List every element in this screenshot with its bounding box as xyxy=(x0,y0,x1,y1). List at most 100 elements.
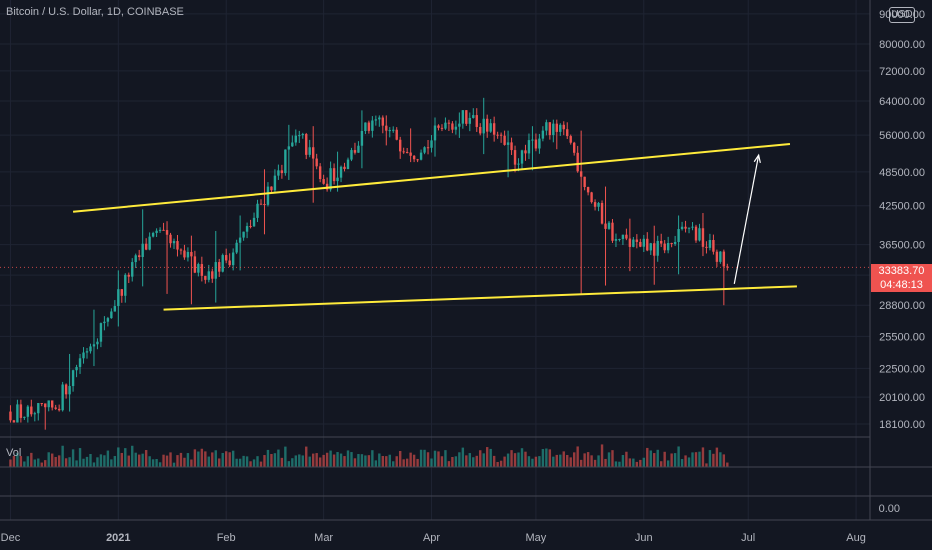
volume-bar xyxy=(138,454,141,467)
candle-body xyxy=(89,346,92,352)
volume-bar xyxy=(479,450,482,467)
candle-body xyxy=(280,170,284,174)
volume-bar xyxy=(691,452,694,467)
volume-bar xyxy=(252,459,256,467)
candle-body xyxy=(259,203,263,205)
volume-bar xyxy=(33,459,36,467)
candle-body xyxy=(308,147,311,155)
volume-bar xyxy=(37,458,40,467)
candle-body xyxy=(364,122,367,131)
x-tick-label: May xyxy=(526,532,547,544)
x-tick-label: Jun xyxy=(635,532,653,544)
volume-bar xyxy=(242,455,245,467)
volume-bar xyxy=(346,450,350,467)
candle-body xyxy=(691,226,694,228)
volume-bar xyxy=(666,460,670,467)
candle-body xyxy=(312,147,315,159)
volume-bar xyxy=(235,458,238,467)
candle-body xyxy=(726,266,729,268)
candle-body xyxy=(148,236,151,250)
volume-bar xyxy=(325,452,329,467)
volume-bar xyxy=(486,447,489,467)
volume-bar xyxy=(336,452,339,467)
volume-bar xyxy=(96,457,99,467)
volume-axis-tick: 0.00 xyxy=(879,503,900,515)
candle-body xyxy=(336,177,339,182)
candle-body xyxy=(430,140,433,148)
candle-body xyxy=(183,250,186,258)
countdown-tag: 04:48:13 xyxy=(871,278,932,292)
volume-bar xyxy=(715,447,719,467)
volume-bar xyxy=(99,454,103,467)
volume-bar xyxy=(559,454,562,467)
candle-body xyxy=(179,249,183,251)
candle-body xyxy=(405,152,409,154)
volume-bar xyxy=(64,458,68,467)
y-tick-label: 28800.00 xyxy=(879,300,925,312)
x-tick-label: Mar xyxy=(314,532,333,544)
candle-body xyxy=(165,230,169,235)
candle-body xyxy=(284,149,287,174)
candle-body xyxy=(322,179,325,184)
candle-body xyxy=(677,229,680,242)
volume-bar xyxy=(468,453,471,467)
candle-body xyxy=(315,158,318,167)
volume-bars xyxy=(9,444,729,467)
candle-body xyxy=(517,163,520,165)
volume-bar xyxy=(569,457,572,467)
candle-body xyxy=(475,115,478,127)
volume-bar xyxy=(225,451,228,467)
chart-title: Bitcoin / U.S. Dollar, 1D, COINBASE xyxy=(6,6,184,18)
volume-bar xyxy=(82,458,85,467)
candle-body xyxy=(332,168,336,182)
volume-label: Vol xyxy=(6,447,22,459)
volume-bar xyxy=(545,448,548,467)
currency-badge[interactable]: USD xyxy=(889,7,915,23)
volume-bar xyxy=(392,461,395,467)
candle-body xyxy=(37,403,40,414)
projection-arrow xyxy=(733,154,760,285)
candle-body xyxy=(451,123,454,130)
candle-body xyxy=(138,255,141,258)
candle-body xyxy=(419,152,423,160)
candle-body xyxy=(238,237,242,243)
candle-body xyxy=(538,138,541,149)
candle-body xyxy=(385,125,388,131)
volume-bar xyxy=(527,456,531,467)
candle-body xyxy=(611,222,614,241)
volume-bar xyxy=(625,451,628,467)
volume-bar xyxy=(287,461,291,467)
candle-body xyxy=(360,130,364,146)
candle-body xyxy=(221,255,224,272)
volume-bar xyxy=(273,453,277,467)
volume-bar xyxy=(726,462,729,467)
volume-bar xyxy=(207,456,210,467)
candle-body xyxy=(527,140,531,154)
candle-body xyxy=(64,384,68,395)
candle-body xyxy=(225,255,228,261)
candle-body xyxy=(40,403,43,405)
candle-body xyxy=(433,125,437,141)
volume-bar xyxy=(454,456,458,467)
candle-body xyxy=(298,135,301,137)
candle-body xyxy=(228,260,231,266)
candle-body xyxy=(614,239,618,241)
volume-bar xyxy=(378,453,381,467)
candle-body xyxy=(642,238,645,247)
candle-body xyxy=(392,129,395,131)
volume-bar xyxy=(461,447,465,467)
channel-bottom xyxy=(163,285,797,311)
candle-body xyxy=(144,243,148,250)
volume-bar xyxy=(611,450,614,467)
candle-body xyxy=(402,151,405,153)
volume-bar xyxy=(61,445,64,467)
candle-body xyxy=(607,222,611,229)
volume-bar xyxy=(426,452,430,467)
candle-body xyxy=(461,110,465,124)
volume-bar xyxy=(579,459,583,467)
volume-bar xyxy=(179,452,183,467)
candle-body xyxy=(294,135,297,143)
y-tick-label: 90000.00 xyxy=(879,9,925,21)
volume-bar xyxy=(353,458,357,467)
